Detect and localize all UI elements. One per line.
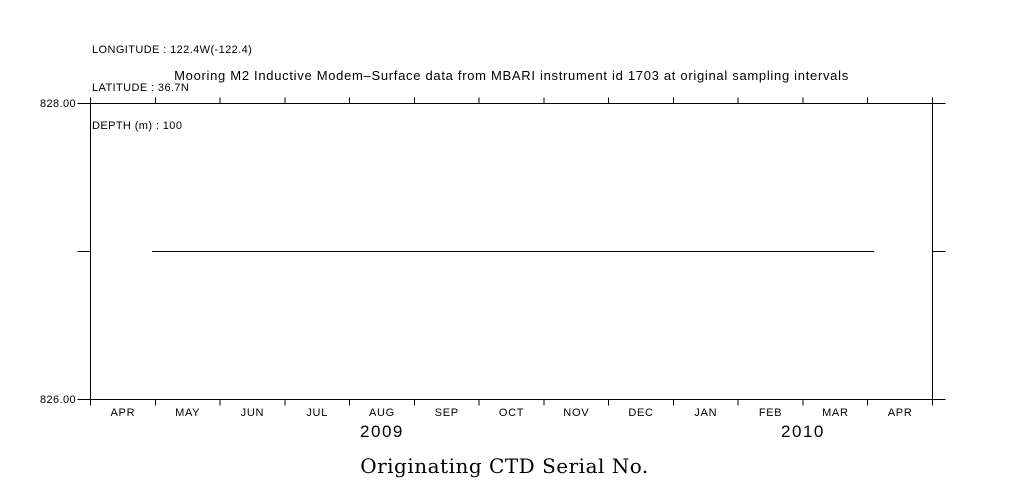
x-month-label: OCT xyxy=(498,407,525,419)
x-month-label: JAN xyxy=(694,407,718,419)
x-month-label: JUL xyxy=(306,407,329,419)
latitude-label: LATITUDE : 36.7N xyxy=(92,81,190,94)
y-tick-label: 828.00 xyxy=(39,97,76,110)
x-month-label: NOV xyxy=(563,407,590,419)
x-month-label: APR xyxy=(887,407,913,419)
x-year-label: 2009 xyxy=(360,422,404,441)
chart-title: Mooring M2 Inductive Modem–Surface data … xyxy=(174,68,849,83)
x-month-label: AUG xyxy=(368,407,395,419)
longitude-label: LONGITUDE : 122.4W(-122.4) xyxy=(92,44,253,57)
x-month-label: MAR xyxy=(822,407,849,419)
depth-label: DEPTH (m) : 100 xyxy=(92,119,183,132)
x-month-label: JUN xyxy=(240,407,265,419)
y-tick-label: 826.00 xyxy=(39,393,76,406)
x-month-label: MAY xyxy=(175,407,201,419)
x-year-label: 2010 xyxy=(781,422,825,441)
x-month-label: APR xyxy=(110,407,136,419)
x-month-label: FEB xyxy=(758,407,783,419)
station-metadata: LONGITUDE : 122.4W(-122.4) LATITUDE : 36… xyxy=(92,19,252,145)
x-month-label: DEC xyxy=(628,407,654,419)
axis-caption: Originating CTD Serial No. xyxy=(360,454,649,478)
x-month-label: SEP xyxy=(434,407,459,419)
